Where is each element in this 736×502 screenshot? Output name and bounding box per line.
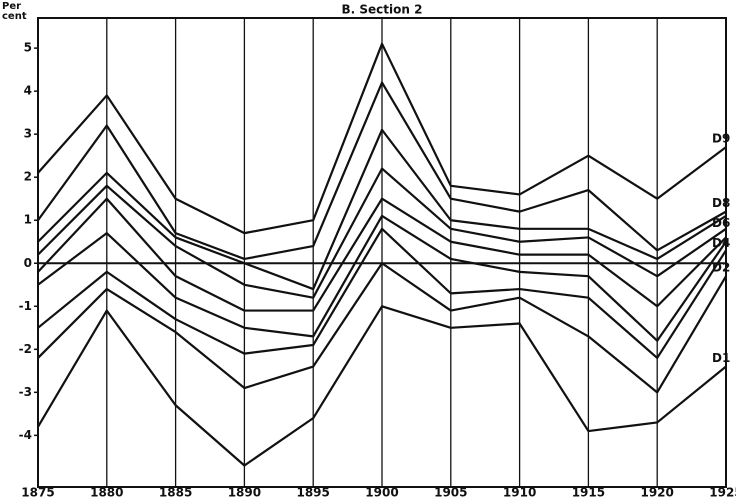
x-tick-label: 1875: [21, 486, 54, 500]
data-line: [37, 81, 727, 261]
line-label: D4: [712, 236, 730, 250]
y-tick-label: -1: [19, 299, 32, 313]
y-tick-label: 1: [24, 213, 32, 227]
y-tick-label: -3: [19, 385, 32, 399]
y-tick-label: 5: [24, 41, 32, 55]
data-line: [37, 305, 727, 467]
x-tick-label: 1905: [434, 486, 467, 500]
line-label: D8: [712, 196, 730, 210]
data-line: [37, 227, 727, 360]
data-line: [37, 262, 727, 394]
x-tick-label: 1895: [296, 486, 329, 500]
y-tick-label: 0: [24, 256, 32, 270]
x-tick-label: 1885: [159, 486, 192, 500]
line-label: D1: [712, 351, 730, 365]
y-tick-label: 2: [24, 170, 32, 184]
x-tick-label: 1890: [228, 486, 261, 500]
y-tick-label: -4: [19, 428, 32, 442]
y-tick-label: 4: [24, 84, 32, 98]
x-tick-label: 1900: [365, 486, 398, 500]
data-line: [37, 167, 727, 299]
line-label: D9: [712, 132, 730, 146]
x-tick-label: 1915: [572, 486, 605, 500]
x-tick-label: 1880: [90, 486, 123, 500]
data-line: [37, 214, 727, 342]
data-line: [37, 128, 727, 291]
y-tick-label: -2: [19, 342, 32, 356]
line-label: D6: [712, 216, 730, 230]
y-axis-label: Per cent: [2, 1, 27, 22]
x-tick-label: 1920: [640, 486, 673, 500]
line-label: D2: [712, 261, 730, 275]
y-tick-label: 3: [24, 127, 32, 141]
chart-title: B. Section 2: [342, 3, 423, 17]
data-line: [37, 197, 727, 312]
x-tick-label: 1910: [503, 486, 536, 500]
data-line: [37, 42, 727, 235]
x-tick-label: 1925: [709, 486, 736, 500]
